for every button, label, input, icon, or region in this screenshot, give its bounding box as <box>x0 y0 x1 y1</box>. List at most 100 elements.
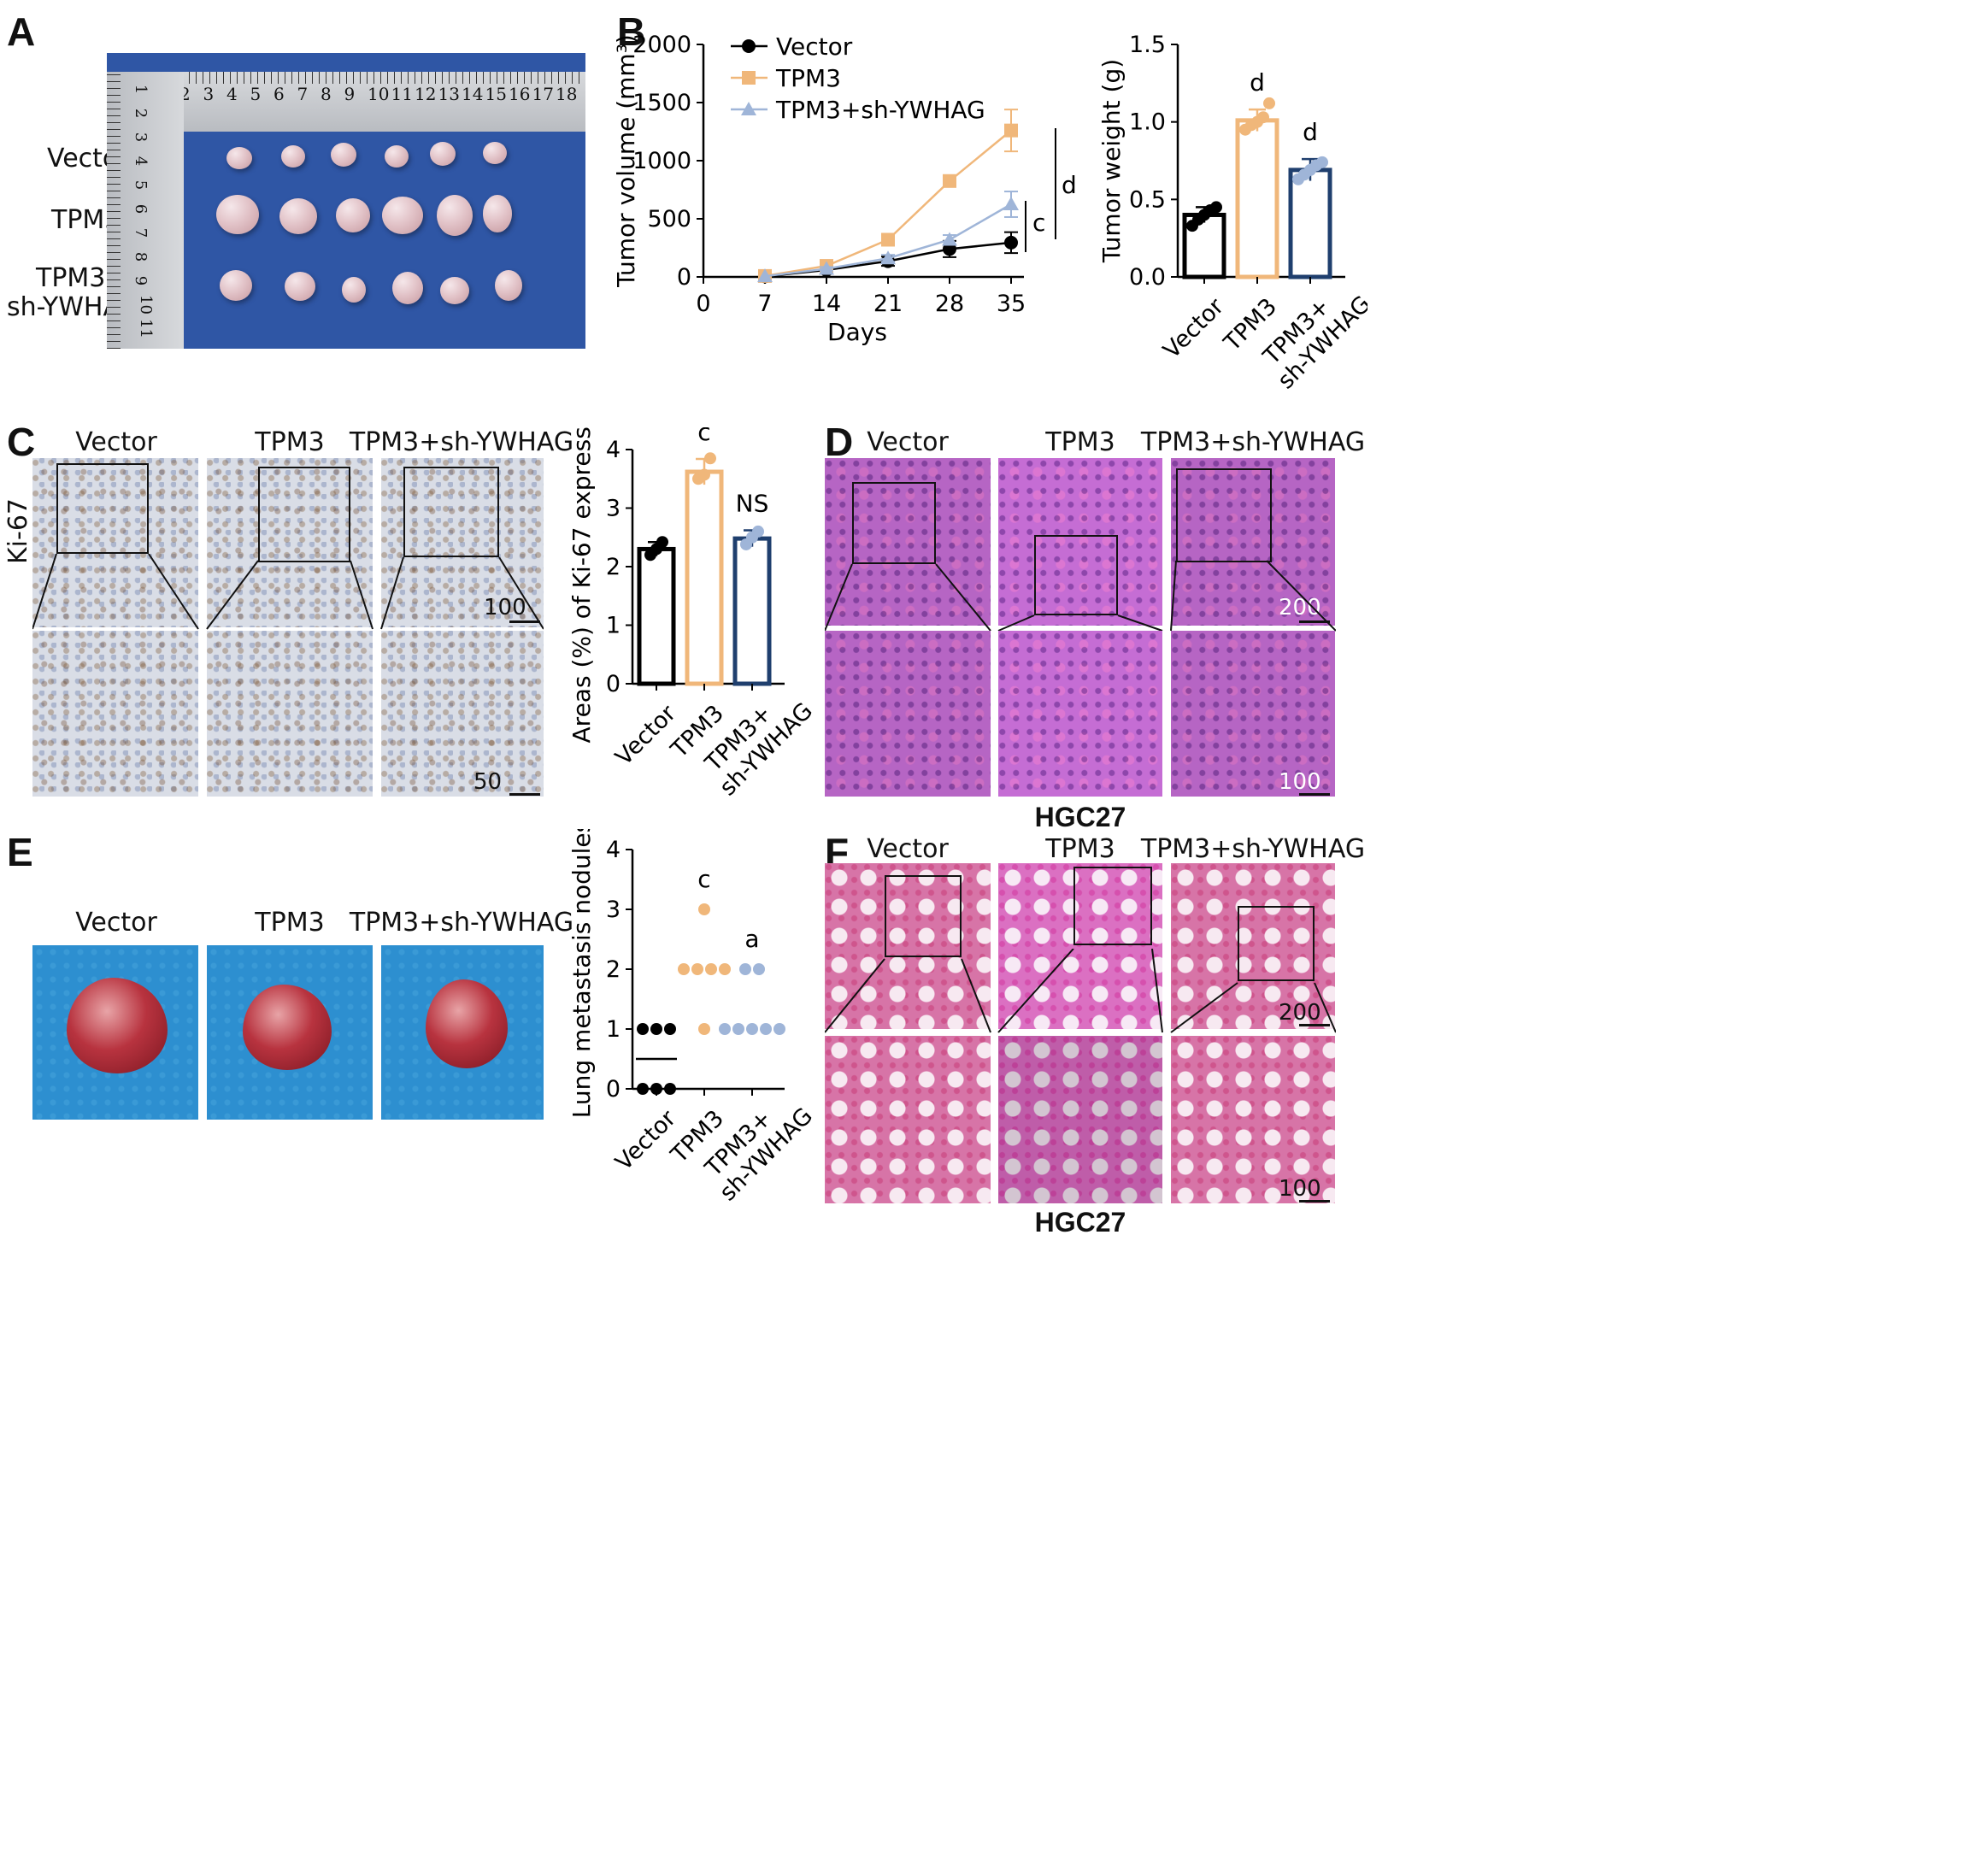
tumor <box>440 277 469 304</box>
lung-he-tpm3-sh-high: 100 μm <box>1171 1036 1335 1203</box>
data-point <box>753 963 765 975</box>
y-tick-label: 1500 <box>632 90 691 116</box>
tumor <box>495 270 522 301</box>
e-col-label-tpm3: TPM3 <box>255 908 325 938</box>
data-point <box>719 963 731 975</box>
bar <box>1235 118 1279 279</box>
ruler-number: 9 <box>132 275 150 286</box>
ki67-tpm3-high <box>207 631 373 797</box>
scale-label-100um: 100 μm <box>484 595 526 627</box>
legend-label: Vector <box>776 32 853 61</box>
tumor <box>216 195 259 234</box>
tumor <box>331 143 356 167</box>
ruler-number: 1 <box>132 84 150 95</box>
ki67-tpm3-sh-high: 50 μm <box>381 631 544 797</box>
data-point <box>650 1023 662 1035</box>
he-tpm3-sh-high: 100 μm <box>1171 631 1335 797</box>
ruler-number: 5 <box>132 179 150 191</box>
tumor-volume-chart: 0 7 14 21 28 35 0 500 1000 1500 2000 Days Tumor volu… <box>612 32 1077 346</box>
y-axis-label: Areas (%) of Ki-67 expression <box>568 427 596 743</box>
x-tick-label: 28 <box>935 291 964 317</box>
lung-he-tpm3-high <box>998 1036 1162 1203</box>
y-tick-label: 1.5 <box>1129 32 1166 58</box>
x-tick-label-line: Vector <box>610 700 681 771</box>
tumor <box>437 195 473 236</box>
x-tick-label: TPM3+sh-YWHAG <box>696 1084 819 1207</box>
he-tpm3-low <box>998 458 1162 626</box>
x-tick-label-line: Vector <box>610 1105 681 1176</box>
ki67-tpm3-sh-low: 100 μm <box>381 458 544 627</box>
lung-he-tpm3-sh-low: 200 μm <box>1171 863 1335 1029</box>
data-point <box>819 261 834 275</box>
ruler-number: 8 <box>321 84 332 104</box>
y-tick-label: 1000 <box>632 148 691 174</box>
f-col-label-tpm3-sh: TPM3+sh-YWHAG <box>1140 834 1366 864</box>
y-axis-label: Tumor weight (g) <box>1097 59 1126 263</box>
ki67-area-chart: 0 1 2 3 4 Areas (%) of Ki-67 expression Vector… <box>568 427 818 801</box>
data-point <box>698 1023 710 1035</box>
panel-letter-c: C <box>7 420 36 464</box>
significance-label: c <box>697 427 710 446</box>
data-point <box>637 1023 649 1035</box>
y-tick-label: 0.0 <box>1129 264 1166 291</box>
significance-label: NS <box>736 490 769 518</box>
ruler-number: 13 <box>438 84 460 104</box>
ruler-number: 11 <box>136 319 155 338</box>
ruler-number: 9 <box>344 84 356 104</box>
e-col-label-tpm3-sh: TPM3+sh-YWHAG <box>349 908 574 938</box>
f-inset-connectors <box>825 949 1336 1033</box>
f-col-label-vector: Vector <box>867 834 949 864</box>
data-point <box>719 1023 731 1035</box>
ruler-number: 14 <box>462 84 484 104</box>
y-tick-label: 4 <box>606 837 621 863</box>
tumor <box>220 270 252 301</box>
d-inset-connectors <box>825 560 1336 632</box>
y-tick-label: 0 <box>606 671 621 697</box>
he-vector-high <box>825 631 991 797</box>
x-tick-label: 35 <box>997 291 1026 317</box>
he-tpm3-high <box>998 631 1162 797</box>
data-point <box>664 1023 676 1035</box>
ruler-number: 4 <box>226 84 238 104</box>
ruler-number: 3 <box>203 84 215 104</box>
tumor <box>226 147 252 169</box>
data-point <box>760 1023 772 1035</box>
data-point <box>704 452 716 465</box>
y-tick-label: 0 <box>677 264 691 291</box>
panel-letter-e: E <box>7 830 33 874</box>
panel-letter-d: D <box>825 420 854 464</box>
c-col-label-vector: Vector <box>75 427 157 457</box>
y-tick-label: 0 <box>606 1076 621 1103</box>
y-tick-label: 2 <box>606 554 621 580</box>
ruler-number: 18 <box>556 84 578 104</box>
data-point <box>881 232 895 247</box>
y-axis-label: Lung metastasis nodules <box>568 829 596 1118</box>
ruler-number: 8 <box>132 251 150 262</box>
x-tick-label: 7 <box>757 291 772 317</box>
tumor-photo: 2 3 4 5 6 7 8 9 10 11 12 13 14 15 16 17 18 1 2 3 4 5 6 7 8 9 10 11 <box>107 53 585 349</box>
legend-marker <box>742 71 756 85</box>
scale-label-100um: 100 μm <box>1279 769 1321 797</box>
ruler-number: 15 <box>485 84 507 104</box>
scale-label-50um: 50 μm <box>473 769 509 797</box>
significance-label: d <box>1303 118 1318 146</box>
y-tick-label: 2000 <box>632 32 691 58</box>
ruler-side-numbers: 1 2 3 4 5 6 7 8 9 10 11 <box>132 80 175 345</box>
ki67-tpm3-low <box>207 458 373 627</box>
ruler-horizontal: 2 3 4 5 6 7 8 9 10 11 12 13 14 15 16 17 18 <box>107 72 585 132</box>
scale-label-200um: 200 μm <box>1279 1000 1321 1029</box>
data-point <box>678 963 690 975</box>
ki67-vector-low <box>32 458 198 627</box>
c-inset-connectors <box>32 554 544 630</box>
ruler-number: 7 <box>297 84 309 104</box>
data-point <box>705 963 717 975</box>
data-point <box>943 173 956 188</box>
data-point <box>757 268 773 283</box>
tumor <box>342 277 366 303</box>
x-tick-label: 0 <box>696 291 710 317</box>
data-point <box>1316 156 1328 168</box>
tumor <box>281 145 305 168</box>
data-point <box>637 1083 649 1095</box>
data-point <box>880 250 896 265</box>
